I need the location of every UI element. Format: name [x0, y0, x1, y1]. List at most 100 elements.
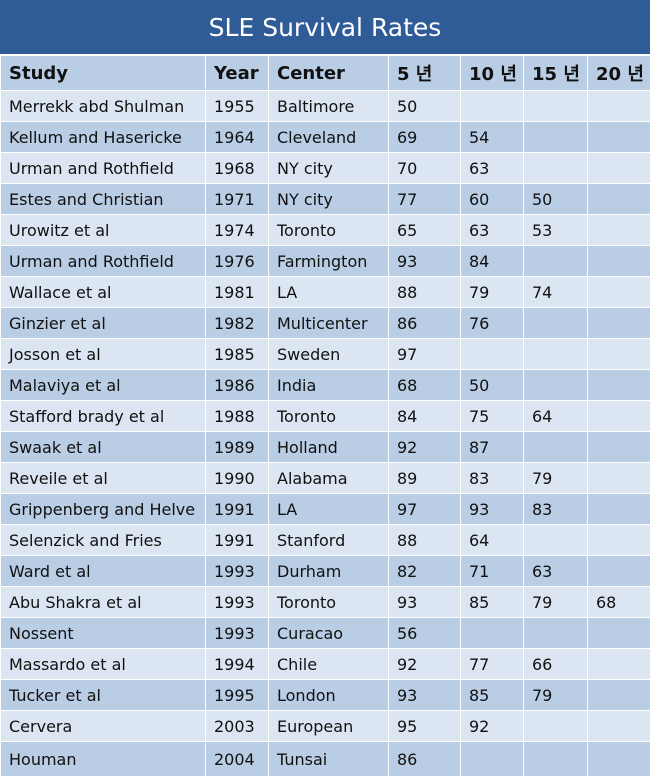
table-cell — [524, 742, 588, 777]
table-cell: Toronto — [269, 587, 389, 618]
table-cell: NY city — [269, 184, 389, 215]
table-cell: 50 — [461, 370, 524, 401]
table-cell: 93 — [389, 680, 461, 711]
column-header: 20 년 — [588, 56, 650, 91]
table-cell — [588, 153, 650, 184]
table-cell: Merrekk abd Shulman — [1, 91, 206, 122]
table-cell — [524, 525, 588, 556]
table-cell: Wallace et al — [1, 277, 206, 308]
table-cell: 1976 — [206, 246, 269, 277]
table-cell: 53 — [524, 215, 588, 246]
table-cell: Nossent — [1, 618, 206, 649]
table-cell: 1991 — [206, 494, 269, 525]
table-cell: 1981 — [206, 277, 269, 308]
table-cell: 65 — [389, 215, 461, 246]
table-cell: 2004 — [206, 742, 269, 777]
table-cell: Tucker et al — [1, 680, 206, 711]
table-cell — [588, 308, 650, 339]
table-cell: 1988 — [206, 401, 269, 432]
table-cell: London — [269, 680, 389, 711]
table-cell: 1986 — [206, 370, 269, 401]
table-cell: Curacao — [269, 618, 389, 649]
table-cell: Selenzick and Fries — [1, 525, 206, 556]
table-cell — [588, 432, 650, 463]
table-cell: 77 — [461, 649, 524, 680]
table-cell: Sweden — [269, 339, 389, 370]
table-cell: 69 — [389, 122, 461, 153]
column-header: Study — [1, 56, 206, 91]
table-cell — [524, 246, 588, 277]
table-cell: 1993 — [206, 618, 269, 649]
table-cell: 1964 — [206, 122, 269, 153]
table-cell: 56 — [389, 618, 461, 649]
table-cell — [588, 494, 650, 525]
table-cell — [524, 432, 588, 463]
table-cell: Ward et al — [1, 556, 206, 587]
table-cell: Ginzier et al — [1, 308, 206, 339]
table-cell: 71 — [461, 556, 524, 587]
table-cell: 79 — [524, 587, 588, 618]
table-cell: 77 — [389, 184, 461, 215]
table-cell: 79 — [524, 463, 588, 494]
table-cell: 76 — [461, 308, 524, 339]
table-cell: Urman and Rothfield — [1, 153, 206, 184]
table-cell: Urowitz et al — [1, 215, 206, 246]
table-cell — [588, 649, 650, 680]
table-cell — [588, 742, 650, 777]
table-cell: Kellum and Hasericke — [1, 122, 206, 153]
table-cell: Reveile et al — [1, 463, 206, 494]
table-cell: Tunsai — [269, 742, 389, 777]
table-cell: 63 — [461, 215, 524, 246]
table-cell: Estes and Christian — [1, 184, 206, 215]
table-cell — [588, 711, 650, 742]
table-cell — [588, 184, 650, 215]
table-cell: 97 — [389, 494, 461, 525]
table-cell: 86 — [389, 308, 461, 339]
table-cell — [588, 277, 650, 308]
table-cell: 1968 — [206, 153, 269, 184]
table-cell: Toronto — [269, 215, 389, 246]
table-cell — [588, 246, 650, 277]
table-cell — [524, 91, 588, 122]
table-cell: 85 — [461, 587, 524, 618]
table-cell: Cervera — [1, 711, 206, 742]
table-cell — [588, 370, 650, 401]
table-cell: Houman — [1, 742, 206, 777]
table-cell: 1971 — [206, 184, 269, 215]
table-cell: Urman and Rothfield — [1, 246, 206, 277]
table-cell — [524, 339, 588, 370]
table-cell: Chile — [269, 649, 389, 680]
table-cell — [588, 339, 650, 370]
table-cell: 1982 — [206, 308, 269, 339]
table-cell: 79 — [461, 277, 524, 308]
table-cell: 88 — [389, 525, 461, 556]
table-cell — [461, 339, 524, 370]
table-cell — [461, 742, 524, 777]
table-cell: 1974 — [206, 215, 269, 246]
table-cell: Durham — [269, 556, 389, 587]
table-cell: 1994 — [206, 649, 269, 680]
table-cell: 1955 — [206, 91, 269, 122]
table-cell: 87 — [461, 432, 524, 463]
table-cell: 64 — [461, 525, 524, 556]
table-cell — [524, 122, 588, 153]
table-cell: 82 — [389, 556, 461, 587]
table-cell: 93 — [389, 587, 461, 618]
table-cell: 1991 — [206, 525, 269, 556]
table-cell: 1995 — [206, 680, 269, 711]
table-cell: 70 — [389, 153, 461, 184]
table-cell: Abu Shakra et al — [1, 587, 206, 618]
table-cell: 75 — [461, 401, 524, 432]
table-cell: 88 — [389, 277, 461, 308]
